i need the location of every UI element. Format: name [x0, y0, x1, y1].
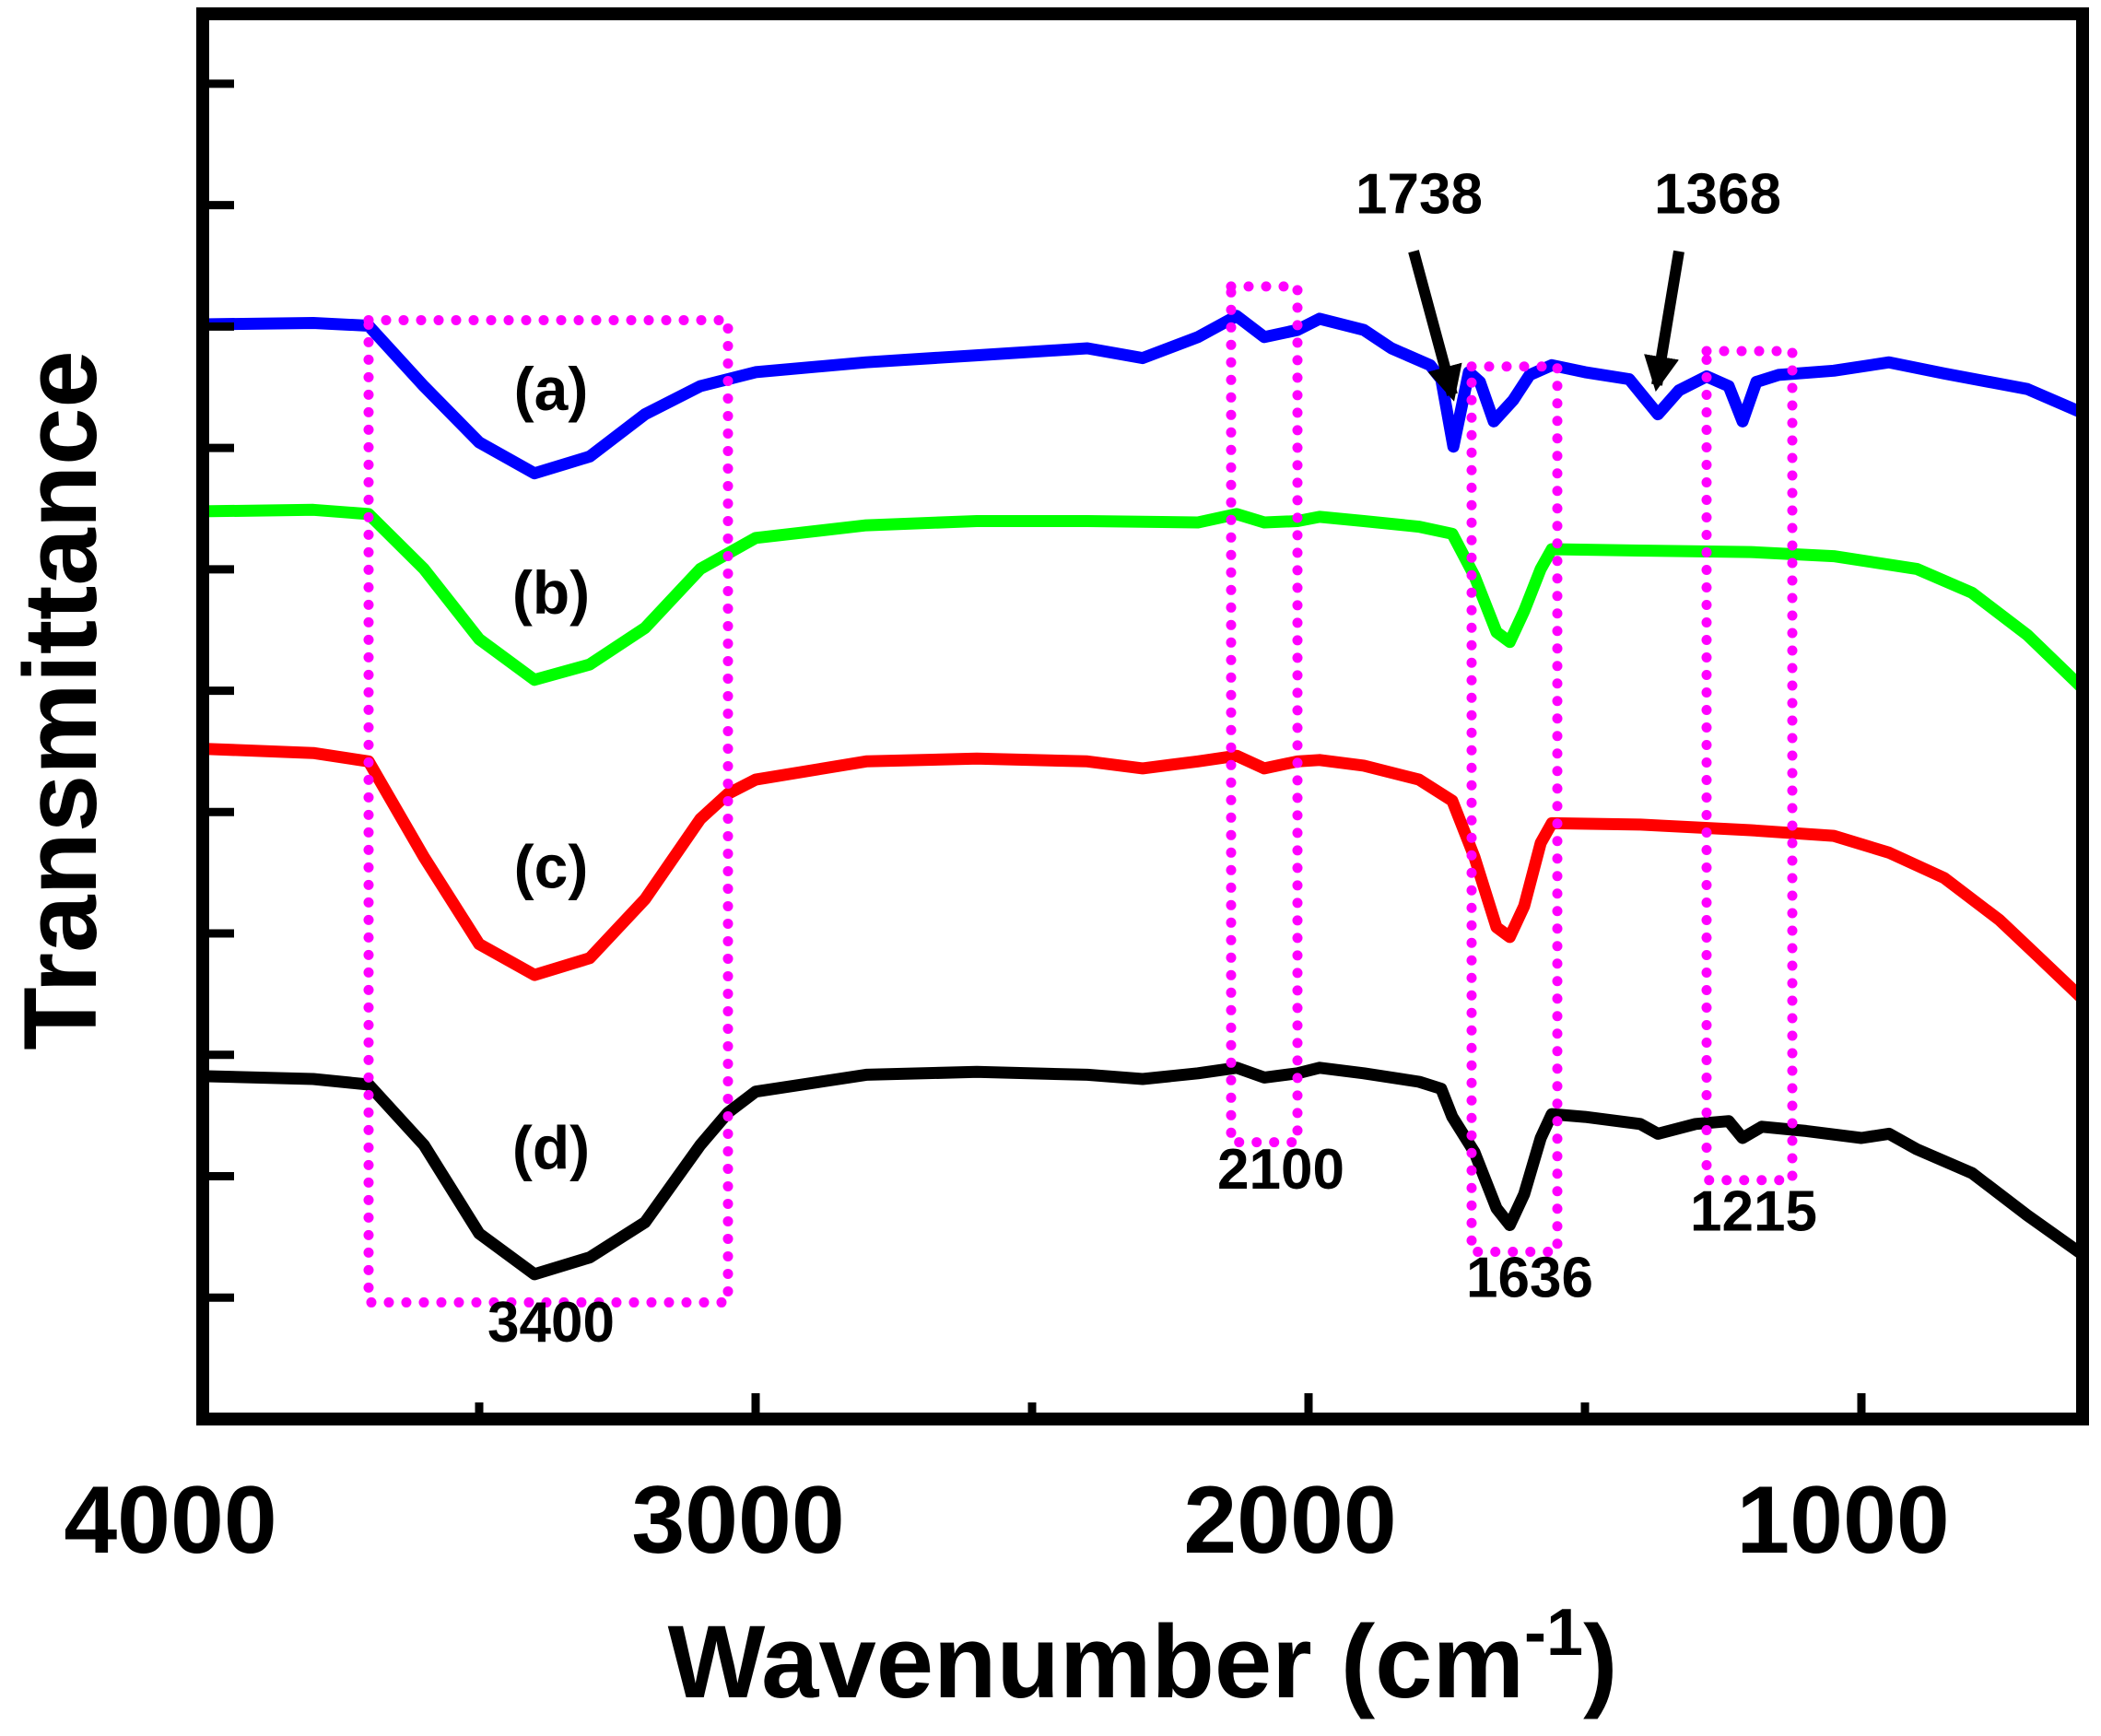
- x-axis-title-close: ): [1583, 1604, 1617, 1719]
- series-line-a: [196, 310, 2089, 480]
- arrow-1738: [1408, 250, 1462, 402]
- x-tick-label: 1000: [1736, 1467, 1949, 1574]
- region-1636-box: [1466, 361, 1563, 1258]
- peak-label-2100: 2100: [1217, 1138, 1344, 1202]
- curve-label-a: (a): [514, 355, 589, 423]
- x-axis-title-text: Wavenumber (cm: [668, 1604, 1524, 1719]
- peak-label-3400: 3400: [487, 1291, 615, 1355]
- plot-frame: [196, 7, 2089, 1425]
- region-3400-box: [363, 314, 734, 1308]
- series-layer: [196, 310, 2089, 1281]
- annotation-layer: 3400 2100 1636 1215 (a) (b) (c) (d) 1738 1368: [487, 163, 1817, 1355]
- y-axis-title: Transmittance: [3, 350, 118, 1050]
- peak-label-1368: 1368: [1654, 163, 1781, 227]
- highlight-box-layer: [363, 281, 1798, 1308]
- x-tick-label: 3000: [631, 1467, 844, 1574]
- curve-label-b: (b): [512, 558, 590, 627]
- peak-label-1636: 1636: [1466, 1246, 1593, 1309]
- x-tick-label: 4000: [64, 1467, 276, 1574]
- peak-label-1215: 1215: [1690, 1180, 1817, 1244]
- peak-label-1738: 1738: [1356, 163, 1483, 227]
- x-axis-title: Wavenumber (cm-1): [668, 1596, 1618, 1719]
- x-axis-title-superscript: -1: [1524, 1596, 1583, 1670]
- arrow-1368: [1644, 250, 1684, 393]
- x-tick-label: 2000: [1183, 1467, 1396, 1574]
- region-1215-box: [1701, 346, 1798, 1186]
- curve-label-d: (d): [512, 1114, 590, 1182]
- series-line-c: [196, 743, 2089, 1005]
- series-line-d: [196, 1062, 2089, 1281]
- axes: [196, 7, 2089, 1425]
- region-2100-box: [1226, 281, 1303, 1148]
- series-line-b: [196, 503, 2089, 695]
- curve-label-c: (c): [514, 833, 589, 901]
